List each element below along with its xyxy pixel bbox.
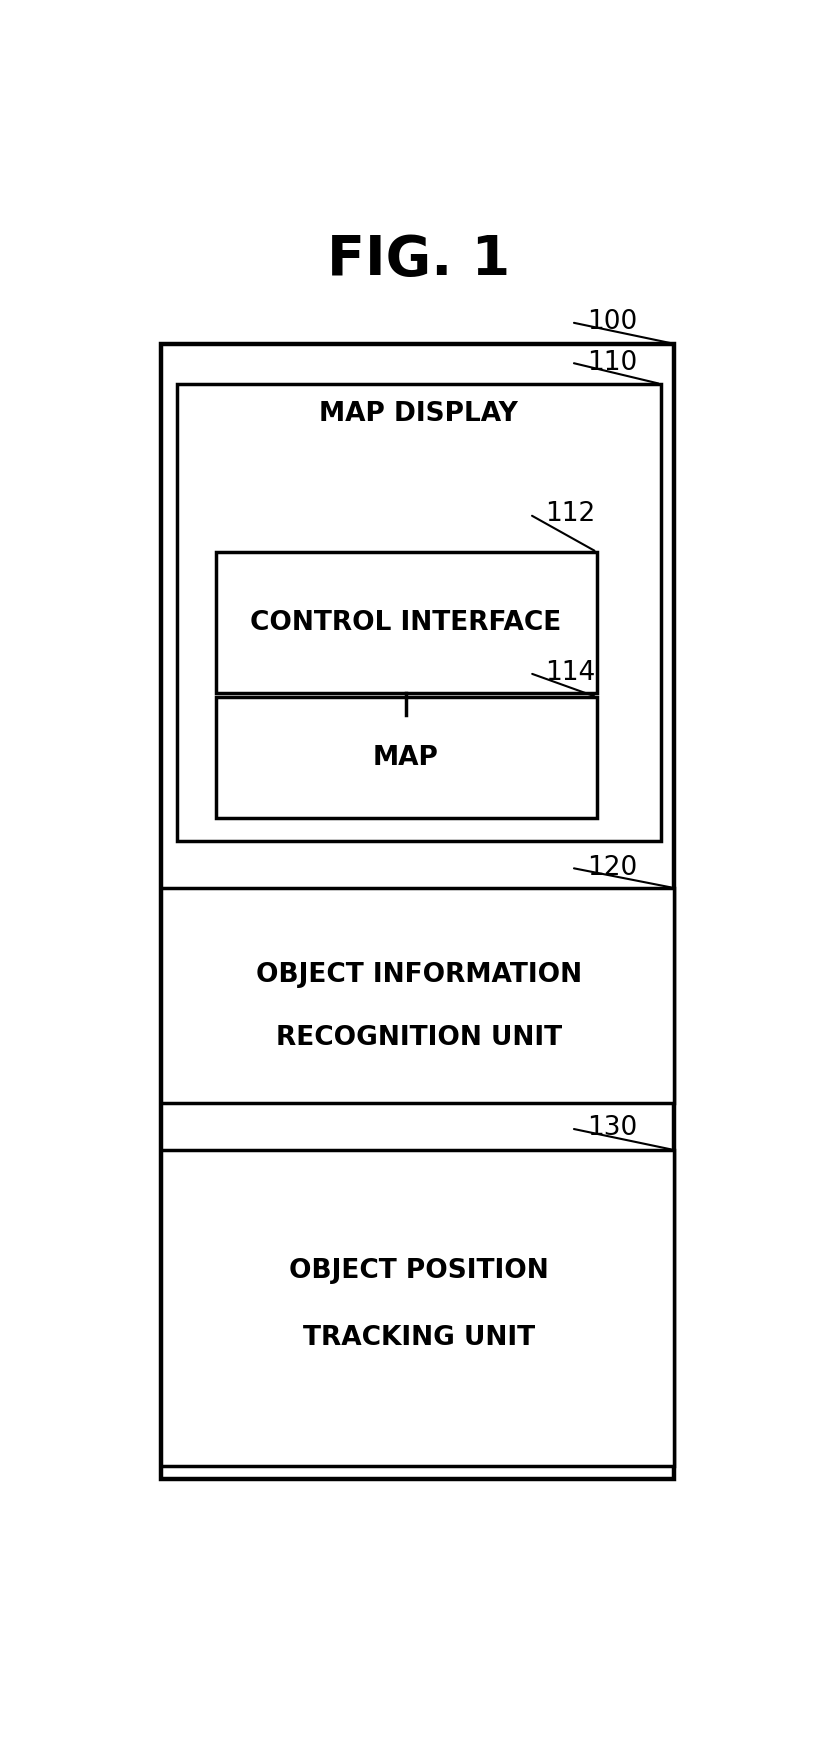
Text: 110: 110 (587, 349, 638, 375)
Text: 130: 130 (587, 1115, 638, 1141)
Text: 120: 120 (587, 855, 638, 881)
Bar (216, 698, 597, 818)
Text: OBJECT INFORMATION: OBJECT INFORMATION (256, 961, 581, 988)
Text: MAP: MAP (373, 745, 439, 771)
Text: RECOGNITION UNIT: RECOGNITION UNIT (275, 1026, 562, 1052)
Text: MAP DISPLAY: MAP DISPLAY (319, 401, 519, 426)
Text: FIG. 1: FIG. 1 (327, 234, 510, 288)
Text: CONTROL INTERFACE: CONTROL INTERFACE (251, 611, 562, 637)
Text: 114: 114 (546, 660, 596, 686)
Bar (161, 1150, 674, 1466)
Bar (177, 384, 661, 841)
Bar (161, 344, 674, 1480)
Text: 100: 100 (587, 309, 638, 335)
Text: TRACKING UNIT: TRACKING UNIT (303, 1324, 535, 1351)
Text: OBJECT POSITION: OBJECT POSITION (289, 1258, 548, 1284)
Bar (161, 888, 674, 1103)
Bar (216, 551, 597, 693)
Text: 112: 112 (546, 501, 596, 527)
